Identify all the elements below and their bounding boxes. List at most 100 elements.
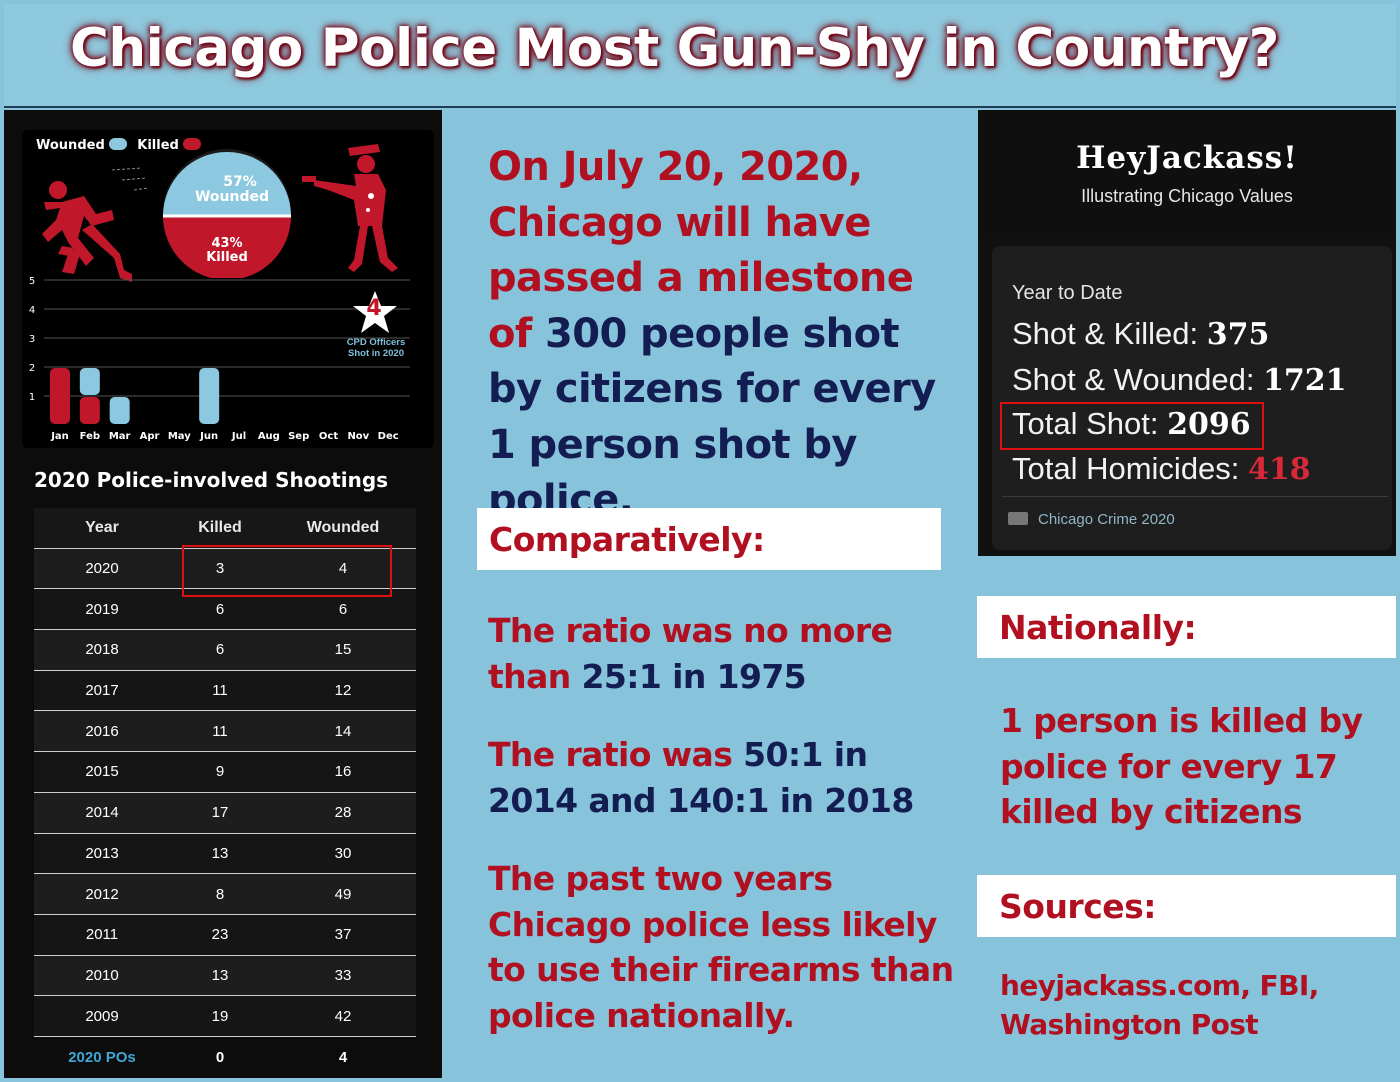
caption-line-2: Shot in 2020: [348, 348, 404, 359]
officers-shot-count: 4: [366, 296, 382, 321]
stat-value: 375: [1206, 317, 1270, 352]
cell-year: 2011: [85, 926, 119, 944]
x-tick-label: Mar: [109, 431, 131, 442]
table-row: 2016 11 14: [34, 711, 416, 753]
footer-label: 2020 POs: [68, 1048, 136, 1066]
motion-lines: [111, 167, 149, 191]
legend-killed: Killed: [137, 138, 179, 153]
category-link[interactable]: Chicago Crime 2020: [1002, 496, 1388, 528]
stat-label: Total Shot:: [1012, 406, 1159, 441]
stat-value: 2096: [1167, 407, 1251, 442]
stat-label: Shot & Killed:: [1012, 316, 1199, 351]
cell-killed: 8: [215, 885, 225, 903]
stat-total-homicides: Total Homicides: 418: [1012, 451, 1311, 487]
table-row: 2014 17 28: [34, 792, 416, 834]
x-tick-label: Feb: [80, 431, 100, 442]
cell-year: 2018: [85, 641, 119, 659]
cell-wounded: 33: [334, 966, 352, 984]
header-year: Year: [85, 518, 119, 536]
bar-wounded: [199, 368, 220, 424]
x-tick-label: Jul: [231, 431, 246, 442]
stat-total-shot: Total Shot: 2096: [1012, 406, 1251, 442]
cell-wounded: 12: [334, 682, 352, 700]
police-officer-icon: [302, 144, 398, 272]
folder-icon: [1008, 512, 1028, 525]
heyjackass-tagline: Illustrating Chicago Values: [1081, 186, 1293, 206]
cell-wounded: 49: [334, 885, 352, 903]
x-tick-label: Oct: [319, 431, 338, 442]
y-tick-label: 2: [29, 363, 35, 374]
shootings-chart: 57% Wounded 43% Killed Wounded Killed 1 2…: [22, 130, 434, 448]
pie-killed-label: Killed: [206, 250, 248, 265]
headline: On July 20, 2020, Chicago will have pass…: [488, 140, 958, 529]
stat-value: 1721: [1263, 363, 1347, 398]
y-tick-label: 4: [29, 305, 35, 316]
heyjackass-header: HeyJackass! Illustrating Chicago Values: [978, 110, 1396, 238]
cell-wounded: 16: [334, 763, 352, 781]
y-tick-label: 3: [29, 334, 35, 345]
cell-year: 2020: [85, 560, 119, 578]
caption-line-1: CPD Officers: [346, 337, 406, 348]
bar-wounded: [79, 368, 100, 395]
cell-year: 2009: [85, 1007, 119, 1025]
table-row: 2013 13 30: [34, 833, 416, 875]
bar-killed: [50, 368, 70, 424]
table-row: 2017 11 12: [34, 670, 416, 712]
cell-killed: 11: [212, 722, 228, 740]
x-tick-label: Nov: [347, 431, 369, 442]
stat-label: Shot & Wounded:: [1012, 362, 1255, 397]
ratio-2014-navy: 50:1 in 2014 and 140:1 in 2018: [488, 735, 914, 820]
stat-label: Total Homicides:: [1012, 451, 1240, 486]
cell-killed: 3: [215, 560, 225, 578]
cell-wounded: 15: [334, 641, 352, 659]
star-icon: [353, 291, 397, 333]
legend-wounded: Wounded: [36, 138, 105, 153]
cell-killed: 17: [211, 804, 229, 822]
cell-wounded: 37: [334, 926, 352, 944]
monthly-bar-chart: 1 2 3 4 5 Jan Feb Mar Apr May Jun Jul Aug Sep Oct Nov De…: [29, 276, 410, 442]
cell-wounded: 6: [338, 600, 348, 618]
ratio-2014-red: The ratio was: [488, 735, 733, 774]
pie-slice-killed: [163, 216, 291, 278]
stat-shot-killed: Shot & Killed: 375: [1012, 316, 1269, 352]
illustration: [42, 144, 398, 282]
x-tick-label: Aug: [258, 431, 280, 442]
table-row: 2015 9 16: [34, 752, 416, 793]
sources-text: heyjackass.com, FBI, Washington Post: [1000, 969, 1319, 1041]
cell-year: 2019: [85, 600, 119, 618]
cell-year: 2010: [85, 966, 119, 984]
bar-wounded: [109, 397, 130, 424]
header-killed: Killed: [198, 518, 242, 536]
y-tick-label: 5: [29, 276, 35, 287]
cell-wounded: 28: [334, 804, 352, 822]
cell-year: 2015: [85, 763, 119, 781]
past-two-years: The past two years Chicago police less l…: [488, 859, 954, 1035]
table-row: 2019 6 6: [34, 589, 416, 631]
ratio-1975-navy: 25:1 in 1975: [581, 656, 807, 696]
ytd-label: Year to Date: [1012, 282, 1123, 304]
heyjackass-panel: HeyJackass! Illustrating Chicago Values …: [978, 110, 1396, 556]
chart-legend: Wounded Killed: [36, 138, 207, 153]
x-tick-label: Jun: [199, 431, 218, 442]
cell-year: 2012: [85, 885, 119, 903]
legend-killed-swatch: [182, 138, 201, 150]
x-tick-label: Apr: [140, 431, 160, 442]
table-title: 2020 Police-involved Shootings: [34, 468, 389, 492]
pie-wounded-label: Wounded: [195, 189, 269, 205]
headline-navy: 300 people shot by citizens for every 1 …: [488, 310, 936, 524]
shootings-table: Year Killed Wounded 2020 3 4 2019 6 6 2018 6 15 2…: [34, 508, 416, 1078]
table-row: 2012 8 49: [34, 874, 416, 915]
cell-killed: 23: [211, 926, 229, 944]
cell-killed: 6: [215, 600, 225, 618]
table-footer-row: 2020 POs 0 4: [34, 1036, 416, 1078]
pie-chart: 57% Wounded 43% Killed: [163, 149, 291, 278]
legend-wounded-swatch: [108, 138, 127, 150]
nationally-label: Nationally:: [977, 596, 1396, 658]
x-tick-label: Dec: [378, 431, 399, 442]
heyjackass-logo: HeyJackass!: [1076, 140, 1298, 176]
cell-wounded: 42: [334, 1007, 352, 1025]
footer-wounded: 4: [338, 1048, 348, 1066]
y-tick-label: 1: [29, 392, 35, 403]
cell-wounded: 30: [334, 844, 352, 862]
